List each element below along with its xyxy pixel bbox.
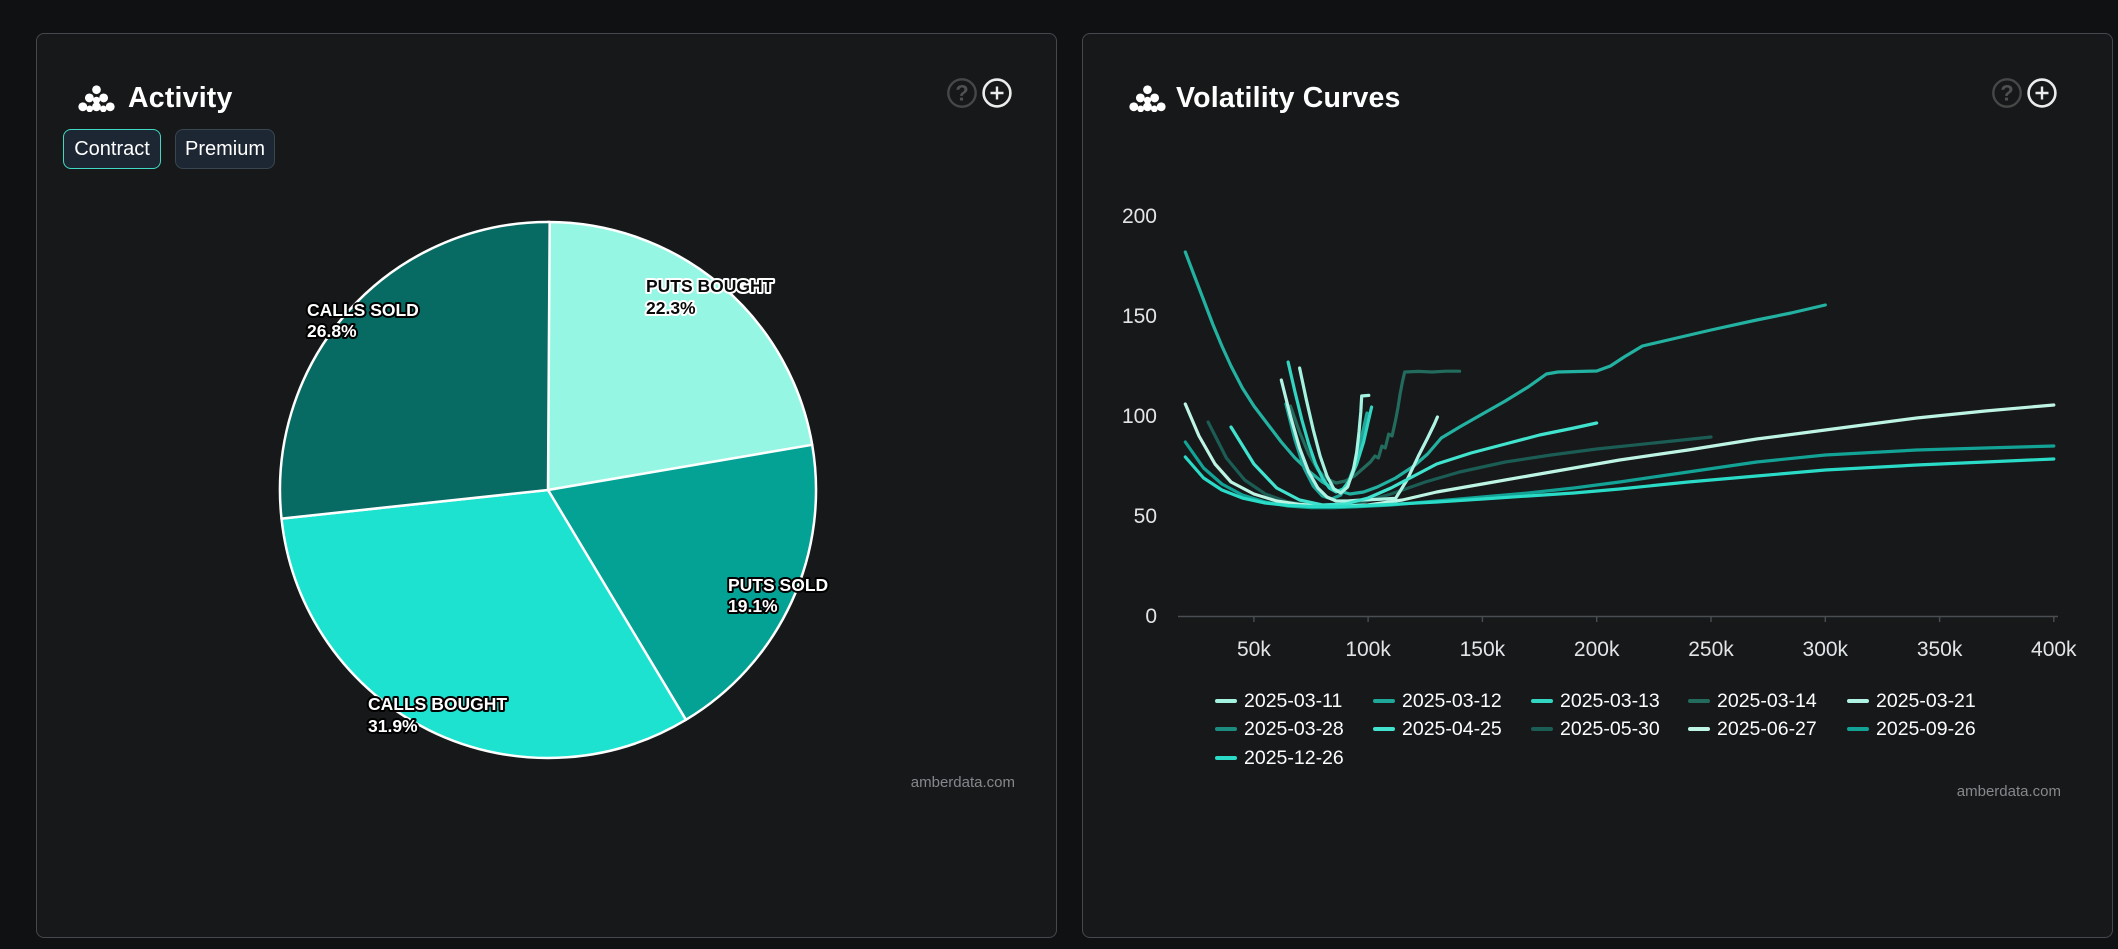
- svg-text:100k: 100k: [1345, 638, 1391, 661]
- svg-text:300k: 300k: [1803, 638, 1849, 661]
- svg-text:31.9%: 31.9%: [368, 716, 418, 736]
- svg-text:22.3%: 22.3%: [646, 298, 696, 318]
- svg-text:200: 200: [1122, 205, 1157, 228]
- svg-text:PUTS BOUGHT: PUTS BOUGHT: [646, 276, 774, 296]
- svg-text:PUTS SOLD: PUTS SOLD: [728, 575, 828, 595]
- svg-text:?: ?: [2000, 81, 2013, 106]
- svg-text:50k: 50k: [1237, 638, 1271, 661]
- svg-text:50: 50: [1134, 505, 1157, 528]
- svg-text:26.8%: 26.8%: [307, 321, 357, 341]
- svg-text:CALLS SOLD: CALLS SOLD: [307, 300, 419, 320]
- svg-text:250k: 250k: [1688, 638, 1734, 661]
- svg-text:?: ?: [955, 81, 968, 106]
- svg-text:350k: 350k: [1917, 638, 1963, 661]
- svg-text:100: 100: [1122, 405, 1157, 428]
- svg-text:400k: 400k: [2031, 638, 2077, 661]
- svg-text:150: 150: [1122, 305, 1157, 328]
- svg-text:200k: 200k: [1574, 638, 1620, 661]
- svg-text:0: 0: [1145, 605, 1157, 628]
- svg-text:150k: 150k: [1460, 638, 1506, 661]
- svg-text:19.1%: 19.1%: [728, 596, 778, 616]
- svg-text:CALLS BOUGHT: CALLS BOUGHT: [368, 694, 507, 714]
